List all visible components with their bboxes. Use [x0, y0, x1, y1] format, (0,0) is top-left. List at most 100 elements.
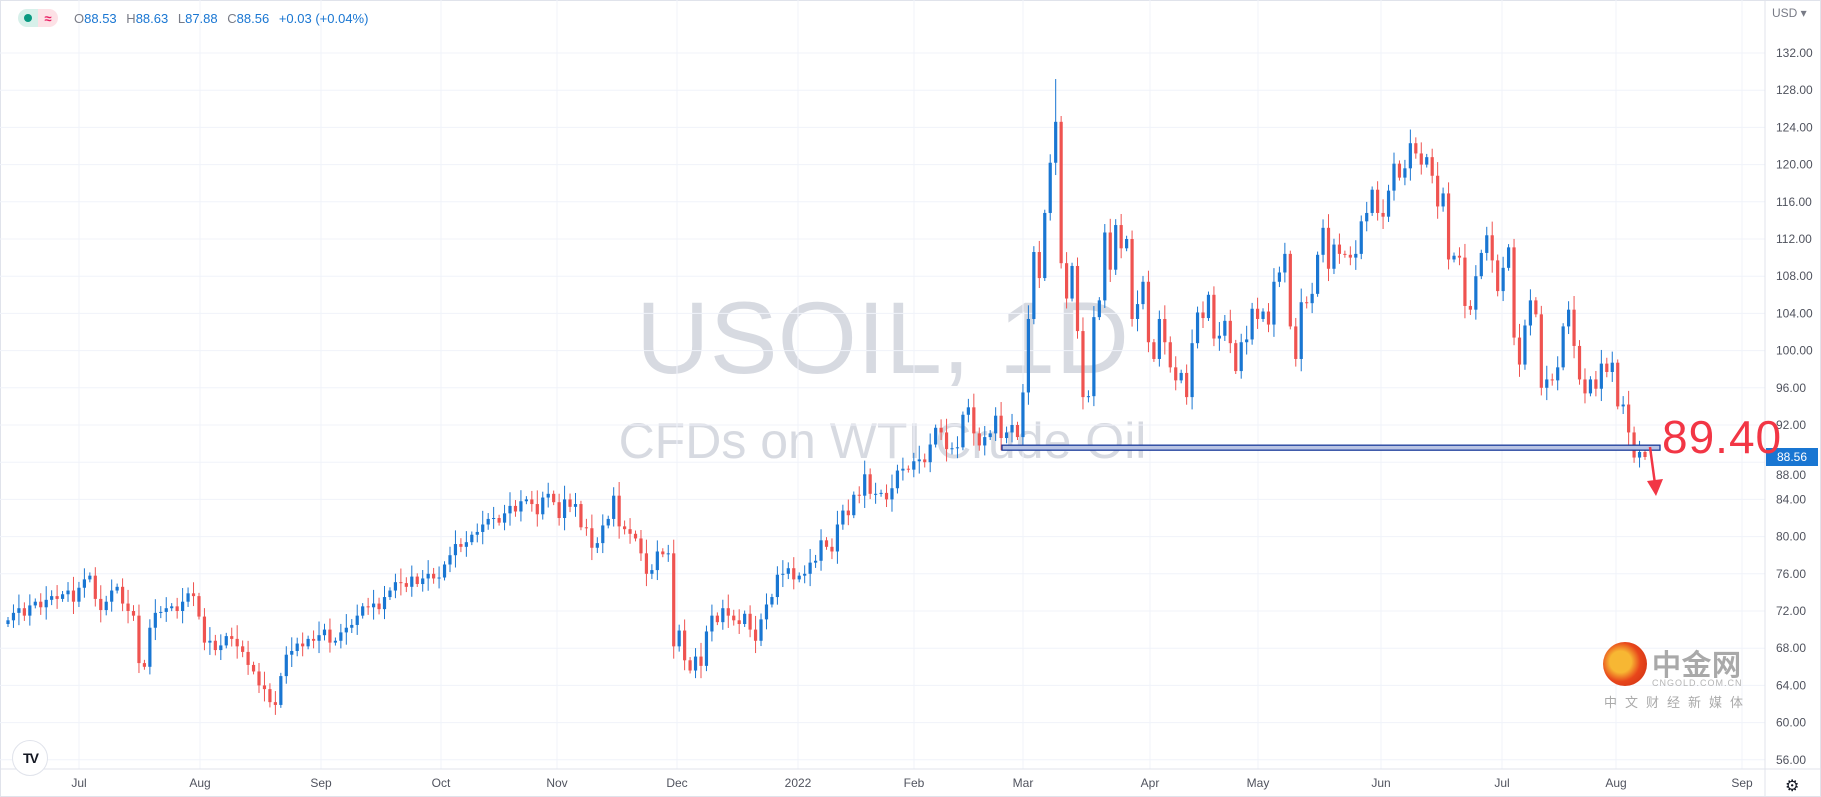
candle: [1097, 297, 1101, 321]
candle: [977, 427, 981, 451]
candle-body: [1174, 367, 1178, 381]
candle: [808, 548, 812, 587]
settings-gear-icon[interactable]: ⚙: [1785, 778, 1800, 795]
candle: [142, 659, 147, 670]
candle: [393, 573, 398, 599]
candle-body: [928, 444, 932, 463]
candle-body: [541, 497, 545, 515]
candle: [748, 605, 752, 638]
candle: [928, 433, 932, 473]
candle-body: [1479, 252, 1483, 277]
candle-body: [371, 603, 376, 608]
candle-body: [1294, 326, 1298, 359]
candle: [906, 465, 910, 473]
tradingview-logo[interactable]: TV: [12, 740, 48, 776]
candle: [1534, 297, 1538, 318]
candle: [966, 398, 970, 423]
candle: [1146, 270, 1151, 353]
candle: [502, 504, 507, 531]
candle-body: [1272, 281, 1276, 325]
candle: [486, 513, 490, 530]
candle-body: [890, 488, 894, 500]
candle: [535, 490, 539, 527]
candle-body: [175, 606, 179, 611]
candle-body: [753, 629, 758, 641]
candle: [251, 661, 256, 675]
candle-body: [715, 615, 719, 623]
candle-body: [1059, 121, 1063, 264]
price-axis-label: 108.00: [1776, 269, 1813, 283]
candle-body: [404, 583, 408, 587]
candle: [1048, 154, 1052, 221]
candle-body: [77, 587, 81, 602]
candle-body: [1081, 331, 1085, 398]
candle: [410, 565, 414, 597]
candle-body: [148, 627, 152, 667]
candle: [1234, 339, 1238, 374]
time-axis-label: Sep: [1731, 776, 1753, 790]
candle-body: [377, 603, 381, 610]
candle-body: [1425, 157, 1429, 165]
candle: [1086, 390, 1091, 403]
candle: [939, 419, 943, 441]
candle: [110, 579, 114, 612]
time-axis-label: Oct: [432, 776, 451, 790]
cngold-logo-text: 中金网: [1652, 648, 1743, 682]
candle: [50, 590, 54, 606]
candle-body: [683, 630, 687, 661]
candle-body: [110, 590, 114, 602]
candle-body: [1348, 254, 1352, 258]
candle-body: [1021, 392, 1025, 438]
candle-body: [328, 629, 332, 643]
candle: [1403, 159, 1407, 186]
candle-body: [28, 605, 32, 616]
candle: [131, 605, 136, 621]
candle: [863, 460, 867, 508]
candle: [884, 484, 889, 508]
candle: [99, 585, 103, 623]
candle: [268, 683, 272, 708]
candle: [1163, 305, 1167, 355]
candle-body: [628, 529, 632, 534]
candle: [519, 490, 523, 522]
candle: [655, 540, 659, 581]
candle-body: [743, 613, 747, 625]
candle-body: [432, 573, 436, 579]
candle: [279, 672, 283, 708]
candle: [148, 619, 152, 675]
cngold-logo-icon: [1603, 642, 1647, 686]
candle: [1354, 240, 1358, 270]
candle: [137, 604, 141, 674]
candle-body: [764, 604, 769, 620]
candle: [1310, 282, 1314, 314]
candle: [1261, 308, 1265, 322]
candle: [1414, 137, 1418, 159]
candle-body: [1567, 309, 1571, 327]
candle: [1255, 297, 1260, 329]
candle-body: [972, 407, 976, 434]
status-pill[interactable]: ≈: [18, 9, 58, 27]
candle-body: [1277, 272, 1282, 282]
candle: [1195, 306, 1200, 349]
candle: [33, 598, 37, 609]
candle-body: [1086, 396, 1091, 398]
candle: [1594, 370, 1598, 397]
candle: [573, 492, 578, 517]
candle: [1125, 235, 1129, 252]
candle-body: [246, 651, 250, 665]
candle: [934, 424, 938, 448]
change-value: +0.03 (+0.04%): [278, 10, 369, 26]
candle-body: [1261, 311, 1265, 319]
candle: [22, 602, 26, 621]
candle-body: [1163, 318, 1167, 343]
candle: [306, 635, 310, 650]
candle-body: [492, 518, 496, 519]
candle-body: [944, 432, 949, 450]
candle-body: [1125, 239, 1129, 249]
candle: [1446, 182, 1451, 270]
candle-body: [606, 518, 610, 526]
candle: [1621, 396, 1625, 415]
candle: [159, 606, 163, 619]
currency-selector[interactable]: USD ▾: [1772, 6, 1807, 20]
